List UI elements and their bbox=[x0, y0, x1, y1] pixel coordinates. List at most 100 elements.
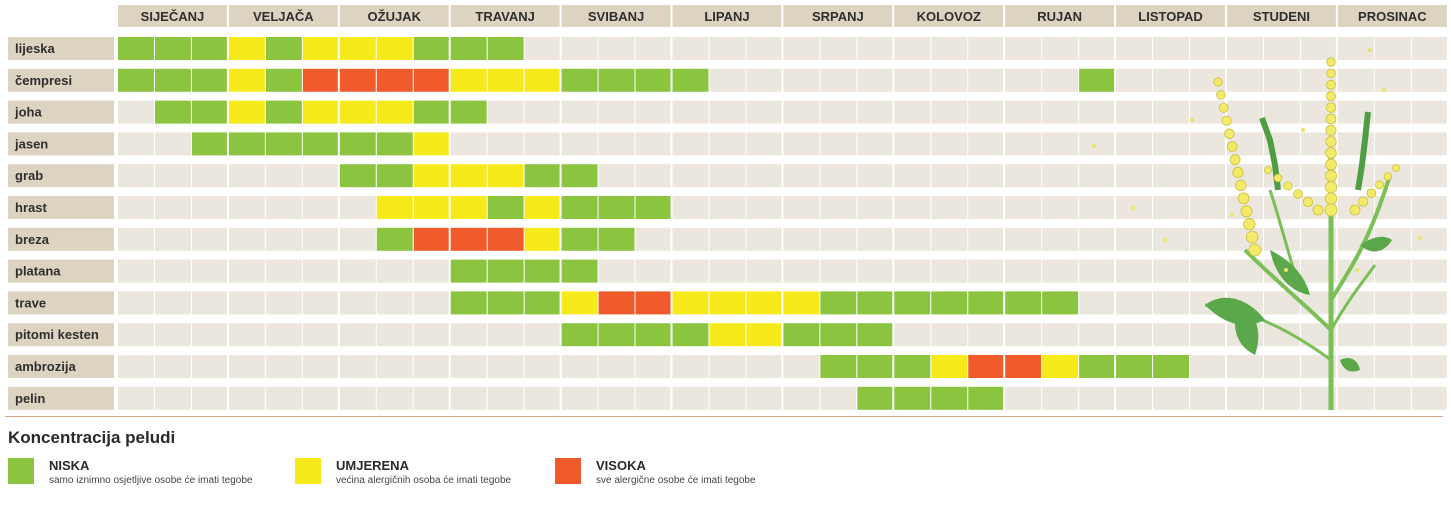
pollen-cell bbox=[1116, 227, 1153, 251]
pollen-cell bbox=[1263, 68, 1300, 92]
pollen-cell bbox=[1005, 68, 1042, 92]
pollen-cell bbox=[783, 291, 820, 315]
row-label-bg bbox=[8, 100, 114, 124]
pollen-cell bbox=[524, 100, 560, 124]
pollen-cell bbox=[820, 100, 857, 124]
flower-bud bbox=[1325, 91, 1337, 102]
month-header-cell bbox=[561, 5, 671, 27]
pollen-cell bbox=[1190, 227, 1225, 251]
pollen-cell bbox=[561, 132, 598, 156]
pollen-cell bbox=[1227, 259, 1263, 283]
pollen-cell bbox=[1300, 386, 1336, 410]
pollen-cell bbox=[968, 100, 1004, 124]
pollen-cell bbox=[672, 227, 709, 251]
row-label-bg bbox=[8, 323, 114, 347]
pollen-cell bbox=[1263, 386, 1300, 410]
pollen-cell bbox=[1153, 196, 1190, 219]
month-header-cell bbox=[1337, 5, 1447, 27]
pollen-cell bbox=[709, 291, 746, 315]
pollen-cell bbox=[450, 100, 487, 124]
flower-bud bbox=[1325, 147, 1337, 159]
flower-bud bbox=[1240, 205, 1253, 218]
pollen-cell bbox=[561, 196, 598, 219]
flower-bud bbox=[1325, 169, 1337, 182]
pollen-dot bbox=[1418, 236, 1422, 240]
month-header-cell bbox=[339, 5, 449, 27]
pollen-cell bbox=[265, 196, 302, 219]
month-label: TRAVANJ bbox=[475, 9, 534, 24]
pollen-cell bbox=[154, 259, 191, 283]
flower-bud bbox=[1248, 243, 1262, 257]
pollen-cell bbox=[1190, 132, 1225, 156]
flower-bud bbox=[1375, 180, 1385, 190]
pollen-cell bbox=[191, 227, 227, 251]
pollen-cell bbox=[1411, 132, 1447, 156]
pollen-cell bbox=[302, 323, 338, 347]
pollen-cell bbox=[1337, 291, 1374, 315]
pollen-cell bbox=[228, 68, 265, 92]
pollen-cell bbox=[413, 227, 449, 251]
pollen-cell bbox=[1079, 37, 1115, 60]
pollen-cell bbox=[191, 196, 227, 219]
row-label: pitomi kesten bbox=[15, 327, 99, 342]
pollen-cell bbox=[1005, 386, 1042, 410]
pollen-cell bbox=[191, 355, 227, 378]
pollen-cell bbox=[154, 291, 191, 315]
pollen-cell bbox=[265, 259, 302, 283]
pollen-cell bbox=[857, 37, 893, 60]
pollen-cell bbox=[1411, 259, 1447, 283]
pollen-cell bbox=[746, 68, 782, 92]
pollen-cell bbox=[376, 291, 413, 315]
flower-clusters bbox=[1092, 48, 1422, 272]
pollen-cell bbox=[968, 323, 1004, 347]
pollen-cell bbox=[598, 323, 635, 347]
pollen-cell bbox=[1374, 37, 1411, 60]
pollen-cell bbox=[228, 259, 265, 283]
pollen-cell bbox=[118, 355, 154, 378]
pollen-cell bbox=[894, 132, 931, 156]
pollen-cell bbox=[302, 37, 338, 60]
pollen-cell bbox=[894, 291, 931, 315]
pollen-cell bbox=[228, 355, 265, 378]
month-header-cell bbox=[1227, 5, 1336, 27]
pollen-cell bbox=[487, 323, 524, 347]
pollen-cell bbox=[1042, 323, 1079, 347]
pollen-cell bbox=[265, 68, 302, 92]
pollen-cell bbox=[1300, 227, 1336, 251]
pollen-cell bbox=[1337, 386, 1374, 410]
pollen-cell bbox=[1116, 355, 1153, 378]
pollen-cell bbox=[746, 132, 782, 156]
pollen-cell bbox=[524, 291, 560, 315]
pollen-cell bbox=[783, 132, 820, 156]
pollen-cell bbox=[1079, 196, 1115, 219]
pollen-cell bbox=[635, 37, 671, 60]
pollen-cell bbox=[339, 227, 376, 251]
pollen-cell bbox=[1374, 291, 1411, 315]
pollen-cell bbox=[1300, 164, 1336, 188]
pollen-cell bbox=[1263, 323, 1300, 347]
pollen-cell bbox=[228, 196, 265, 219]
pollen-cell bbox=[968, 386, 1004, 410]
pollen-cell bbox=[1263, 37, 1300, 60]
pollen-cell bbox=[450, 196, 487, 219]
pollen-cell bbox=[968, 227, 1004, 251]
row-label: trave bbox=[15, 295, 46, 310]
row-label-bg bbox=[8, 355, 114, 378]
pollen-cell bbox=[1116, 132, 1153, 156]
pollen-cell bbox=[302, 227, 338, 251]
pollen-cell bbox=[228, 100, 265, 124]
pollen-cell bbox=[783, 68, 820, 92]
pollen-cell bbox=[154, 100, 191, 124]
pollen-cell bbox=[857, 355, 893, 378]
pollen-cell bbox=[635, 132, 671, 156]
flower-bud bbox=[1226, 141, 1238, 152]
pollen-cell bbox=[1079, 164, 1115, 188]
pollen-cell bbox=[598, 355, 635, 378]
flower-bud bbox=[1325, 124, 1337, 136]
pollen-cell bbox=[1190, 323, 1225, 347]
pollen-cell bbox=[228, 164, 265, 188]
pollen-cell bbox=[598, 100, 635, 124]
pollen-cell bbox=[672, 196, 709, 219]
flower-bud bbox=[1325, 102, 1337, 113]
pollen-cell bbox=[154, 323, 191, 347]
